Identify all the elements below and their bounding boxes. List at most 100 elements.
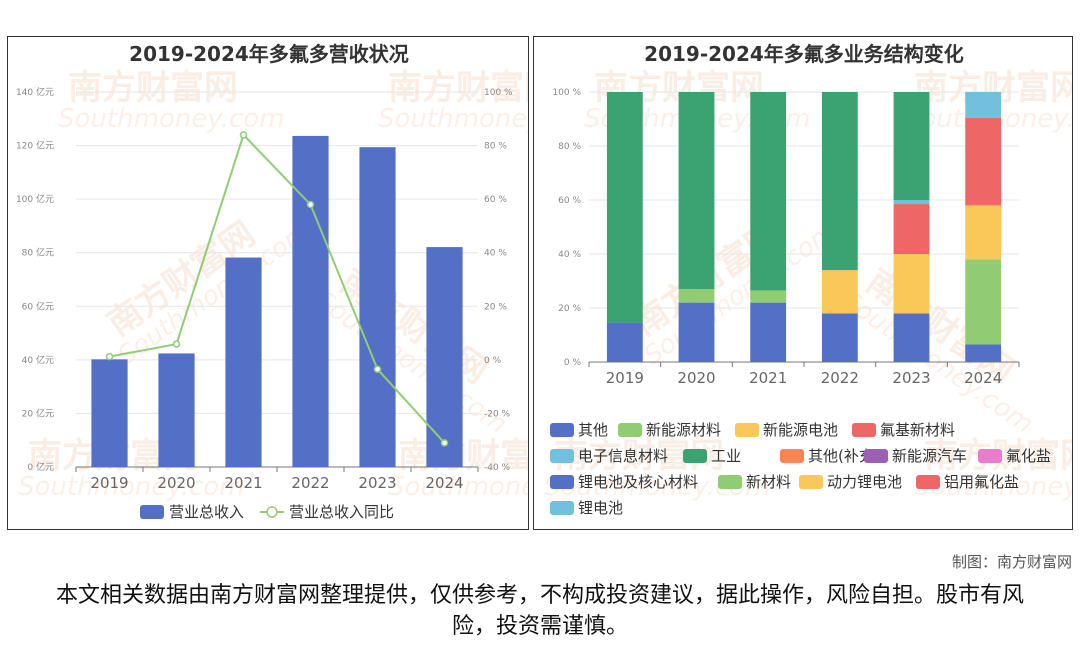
y-tick-label: 0 % <box>564 358 582 368</box>
revenue-bar <box>158 353 195 467</box>
legend-label: 动力锂电池 <box>827 473 902 491</box>
stacked-bar-segment <box>750 302 787 362</box>
legend-swatch <box>718 475 742 489</box>
x-tick-label: 2024 <box>964 369 1002 387</box>
stacked-bar-segment <box>821 92 858 271</box>
legend-label-yoy: 营业总收入同比 <box>289 503 394 521</box>
legend-label: 其他(补充) <box>808 447 880 465</box>
watermark-text: 南方财富网 <box>398 436 529 476</box>
legend-label: 新材料 <box>746 473 791 491</box>
legend-label: 电子信息材料 <box>578 447 668 465</box>
revenue-bar <box>91 359 128 467</box>
legend-label: 锂电池及核心材料 <box>578 473 698 491</box>
y-tick-label: 40 % <box>558 250 581 260</box>
legend-label-revenue: 营业总收入 <box>169 503 244 521</box>
y-tick-label: 60 亿元 <box>22 300 54 312</box>
stacked-bar-segment <box>750 290 787 303</box>
legend-swatch <box>618 423 642 437</box>
legend-label: 锂电池 <box>578 499 623 517</box>
legend-label: 氟化盐 <box>1006 447 1051 465</box>
revenue-bar <box>292 135 329 467</box>
stacked-bar-segment <box>606 92 643 323</box>
stacked-bar-segment <box>893 204 930 254</box>
stacked-bar-segment <box>821 313 858 362</box>
legend-swatch <box>978 449 1002 463</box>
stacked-bar-segment <box>893 254 930 314</box>
legend-label: 新能源电池 <box>763 421 838 439</box>
legend-swatch <box>916 475 940 489</box>
x-tick-label: 2022 <box>821 369 859 387</box>
stacked-bar-segment <box>965 92 1002 118</box>
legend-label: 其他 <box>578 421 608 439</box>
y2-tick-label: 20 % <box>484 302 507 312</box>
chart-title: 2019-2024年多氟多业务结构变化 <box>644 42 964 66</box>
legend-label: 新能源汽车 <box>892 447 967 465</box>
y-tick-label: 20 亿元 <box>22 407 54 419</box>
legend-swatch-yoy-dot <box>266 506 278 518</box>
stacked-bar-segment <box>678 92 715 290</box>
x-tick-label: 2021 <box>224 474 262 492</box>
stacked-bar-segment <box>893 313 930 362</box>
y2-tick-label: 0 % <box>484 356 502 366</box>
yoy-point <box>440 439 449 447</box>
y-tick-label: 140 亿元 <box>16 86 54 98</box>
stacked-bar-segment <box>821 270 858 314</box>
yoy-point <box>373 365 382 373</box>
legend-swatch <box>735 423 759 437</box>
y2-tick-label: 40 % <box>484 249 507 259</box>
legend-swatch <box>550 423 574 437</box>
stacked-bar-segment <box>606 322 643 362</box>
stacked-bar-segment <box>965 259 1002 345</box>
yoy-point <box>306 200 315 209</box>
stacked-bar-segment <box>965 205 1002 260</box>
revenue-bar <box>225 257 262 467</box>
legend-swatch <box>683 449 707 463</box>
y-tick-label: 80 % <box>558 142 581 152</box>
y2-tick-label: 80 % <box>484 142 507 152</box>
legend-swatch <box>550 501 574 515</box>
stacked-bar-segment <box>965 117 1002 206</box>
revenue-bar <box>359 147 396 467</box>
legend-swatch-revenue <box>140 505 164 519</box>
legend-swatch <box>864 449 888 463</box>
chart-title: 2019-2024年多氟多营收状况 <box>129 42 409 66</box>
y-tick-label: 100 亿元 <box>16 193 54 205</box>
x-tick-label: 2023 <box>892 369 930 387</box>
legend-swatch <box>550 449 574 463</box>
stacked-bar-segment <box>965 344 1002 362</box>
stacked-bar-segment <box>678 302 715 362</box>
y-tick-label: 0 亿元 <box>27 461 54 473</box>
watermark-text: 南方财富网 <box>68 68 238 108</box>
y-tick-label: 120 亿元 <box>16 140 54 152</box>
x-tick-label: 2019 <box>90 474 128 492</box>
x-tick-label: 2019 <box>606 369 644 387</box>
watermark-text-en: Southmoney.com <box>914 472 1073 502</box>
revenue-chart-panel: 南方财富网 Southmoney.com 南方财富网 Southmoney.com 南方… <box>7 36 529 530</box>
watermark-text: 南方财富网 <box>388 68 529 108</box>
watermark-text-en: Southmoney.com <box>18 472 244 502</box>
x-tick-label: 2022 <box>291 474 329 492</box>
y2-tick-label: -40 % <box>484 463 511 473</box>
legend-label: 铝用氟化盐 <box>944 473 1019 491</box>
watermark-text-en: Southmoney.com <box>378 104 529 134</box>
legend-label: 氟基新材料 <box>880 421 955 439</box>
x-tick-label: 2020 <box>677 369 715 387</box>
business-structure-chart-panel: 南方财富网 Southmoney.com 南方财富网 Southmoney.com 南方… <box>533 36 1073 530</box>
disclaimer-text: 本文相关数据由南方财富网整理提供，仅供参考，不构成投资建议，据此操作，风险自担。… <box>55 583 1024 639</box>
stacked-bar-segment <box>893 200 930 205</box>
x-tick-label: 2024 <box>425 474 463 492</box>
yoy-point <box>239 131 248 139</box>
y-tick-label: 20 % <box>558 304 581 314</box>
yoy-line <box>109 132 446 444</box>
legend-swatch <box>852 423 876 437</box>
y-tick-label: 60 % <box>558 196 581 206</box>
stacked-bar-segment <box>678 289 715 303</box>
y-tick-label: 100 % <box>552 88 581 98</box>
legend-label: 新能源材料 <box>646 421 721 439</box>
chart-credit: 制图：南方财富网 <box>951 553 1072 571</box>
watermark-text-en: Southmoney.com <box>58 104 284 134</box>
y2-tick-label: -20 % <box>484 409 511 419</box>
stacked-bar-segment <box>893 92 930 200</box>
